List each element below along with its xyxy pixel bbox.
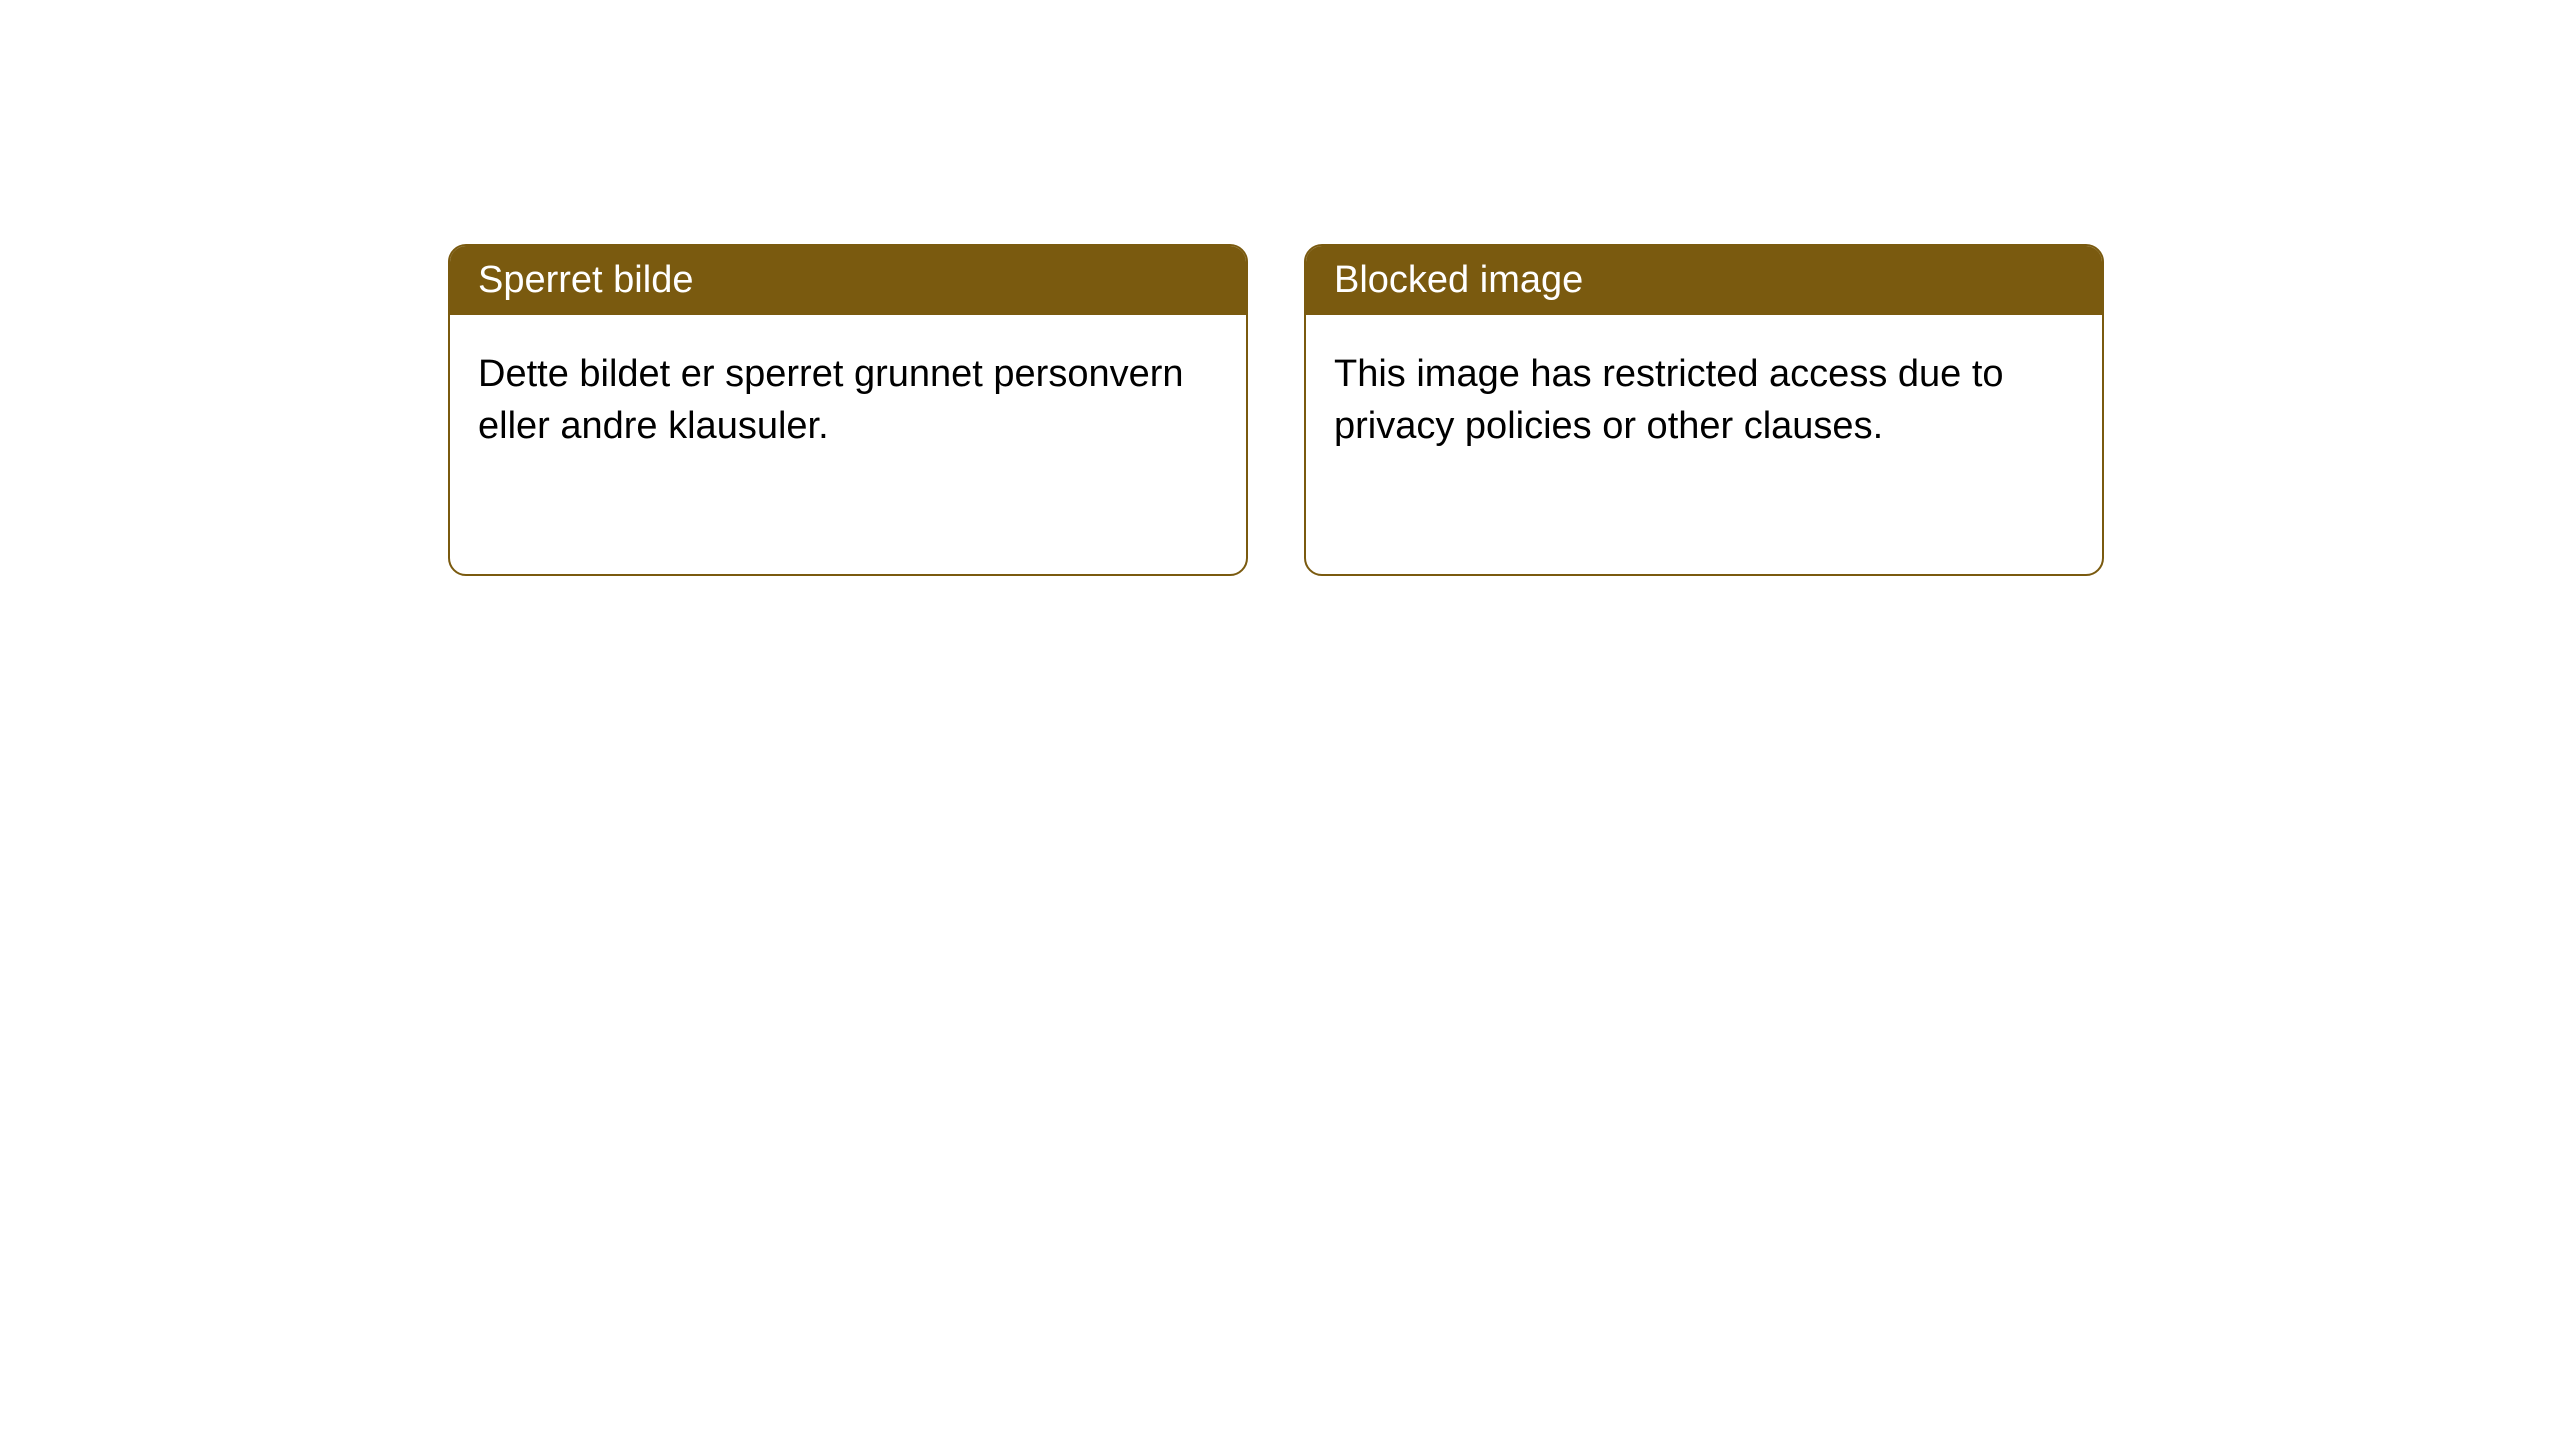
notice-card-norwegian: Sperret bilde Dette bildet er sperret gr…	[448, 244, 1248, 576]
notice-card-header: Blocked image	[1306, 246, 2102, 315]
notice-card-body-text: This image has restricted access due to …	[1334, 353, 2004, 446]
notice-card-body-text: Dette bildet er sperret grunnet personve…	[478, 353, 1184, 446]
notice-card-title: Sperret bilde	[478, 259, 693, 301]
notice-card-header: Sperret bilde	[450, 246, 1246, 315]
notice-card-title: Blocked image	[1334, 259, 1583, 301]
notice-cards-container: Sperret bilde Dette bildet er sperret gr…	[448, 244, 2104, 576]
notice-card-english: Blocked image This image has restricted …	[1304, 244, 2104, 576]
notice-card-body: This image has restricted access due to …	[1306, 315, 2102, 486]
notice-card-body: Dette bildet er sperret grunnet personve…	[450, 315, 1246, 486]
